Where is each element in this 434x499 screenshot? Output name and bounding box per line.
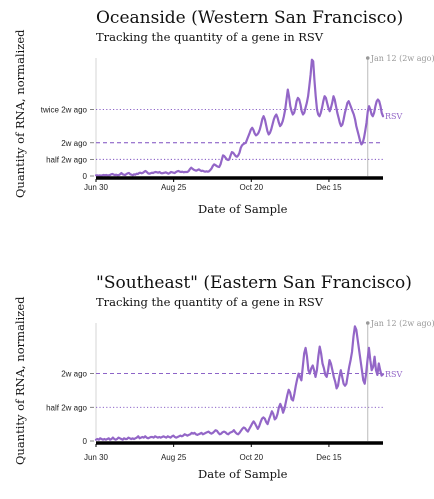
x-tick-label: Jun 30 <box>84 183 109 192</box>
y-tick-label: 2w ago <box>61 139 87 148</box>
marker-dot <box>365 321 370 325</box>
y-tick-label: twice 2w ago <box>41 106 88 115</box>
x-tick-label: Jun 30 <box>84 453 109 462</box>
y-tick-label: half 2w ago <box>46 403 87 412</box>
chart-panel-oceanside: Oceanside (Western San Francisco) Tracki… <box>0 0 434 245</box>
series-line-rsv <box>94 325 385 441</box>
y-tick-label: half 2w ago <box>46 155 87 164</box>
x-tick-label: Oct 20 <box>239 183 263 192</box>
chart-panel-southeast: "Southeast" (Eastern San Francisco) Trac… <box>0 265 434 499</box>
chart-title: "Southeast" (Eastern San Francisco) <box>96 273 412 293</box>
y-tick-label: 2w ago <box>61 370 87 379</box>
y-tick-label: 0 <box>83 437 88 446</box>
line-chart: 0 half 2w ago 2w ago Jan 12 (2w ago) RSV Jun … <box>46 319 434 462</box>
line-chart: 0 half 2w ago 2w ago twice 2w ago Jan 12 (2w… <box>41 54 434 192</box>
chart-subtitle: Tracking the quantity of a gene in RSV <box>96 30 324 44</box>
chart-subtitle: Tracking the quantity of a gene in RSV <box>96 295 324 309</box>
chart-title: Oceanside (Western San Francisco) <box>96 8 404 28</box>
x-axis-label: Date of Sample <box>198 202 288 216</box>
x-tick-label: Oct 20 <box>239 453 263 462</box>
marker-label: Jan 12 (2w ago) <box>370 54 434 63</box>
x-axis-label: Date of Sample <box>198 467 288 481</box>
y-tick-label: 0 <box>83 172 88 181</box>
series-line-rsv <box>94 58 385 177</box>
x-tick-label: Dec 15 <box>316 183 342 192</box>
marker-label: Jan 12 (2w ago) <box>370 319 434 328</box>
x-tick-label: Dec 15 <box>316 453 342 462</box>
x-tick-label: Aug 25 <box>161 453 187 462</box>
x-tick-label: Aug 25 <box>161 183 187 192</box>
marker-dot <box>365 56 370 60</box>
series-label: RSV <box>385 370 403 379</box>
series-label: RSV <box>385 112 403 121</box>
